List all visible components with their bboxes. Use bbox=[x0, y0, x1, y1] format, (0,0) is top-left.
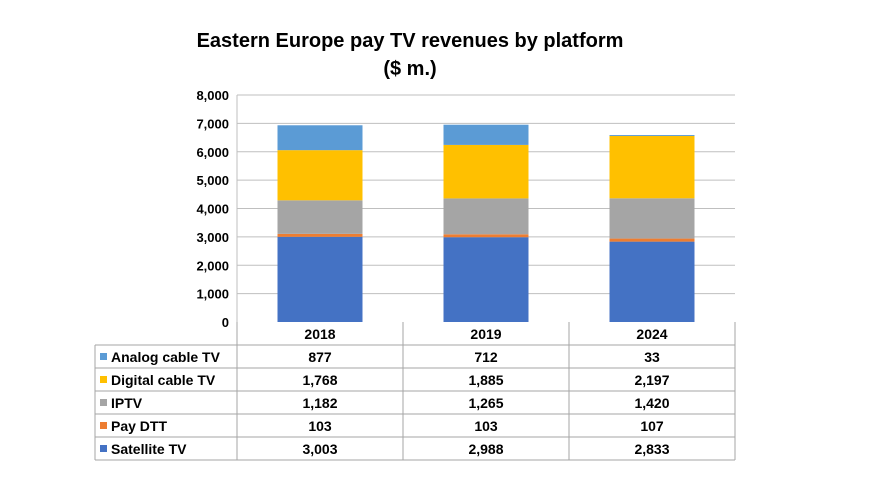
data-label: 1,420 bbox=[634, 395, 669, 411]
y-tick-label: 3,000 bbox=[196, 230, 229, 245]
legend-label: Pay DTT bbox=[111, 418, 167, 434]
bar-segment bbox=[609, 198, 695, 239]
bars bbox=[277, 124, 695, 322]
data-table: 2018 2019 2024 Analog cable TV 877 712 33 Digit… bbox=[94, 322, 736, 461]
bar-segment bbox=[609, 241, 695, 322]
y-tick-label: 7,000 bbox=[196, 116, 229, 131]
data-label: 1,885 bbox=[468, 372, 503, 388]
y-tick-label: 6,000 bbox=[196, 145, 229, 160]
data-label: 103 bbox=[308, 418, 332, 434]
y-tick-label: 8,000 bbox=[196, 88, 229, 103]
legend-label: Analog cable TV bbox=[111, 349, 221, 365]
y-axis-ticks: 0 1,000 2,000 3,000 4,000 5,000 6,000 7,000 8,00… bbox=[196, 88, 229, 330]
bar-segment bbox=[609, 135, 695, 136]
data-label: 107 bbox=[640, 418, 664, 434]
legend-label: Satellite TV bbox=[111, 441, 187, 457]
legend-swatch bbox=[100, 422, 107, 429]
legend-label: Digital cable TV bbox=[111, 372, 216, 388]
y-tick-label: 1,000 bbox=[196, 287, 229, 302]
y-tick-label: 0 bbox=[222, 315, 229, 330]
bar-segment bbox=[609, 135, 695, 199]
legend-swatch bbox=[100, 399, 107, 406]
data-label: 712 bbox=[474, 349, 498, 365]
bar-segment bbox=[443, 234, 529, 238]
y-tick-label: 5,000 bbox=[196, 173, 229, 188]
data-label: 33 bbox=[644, 349, 660, 365]
bar-segment bbox=[443, 237, 529, 322]
legend-swatch bbox=[100, 376, 107, 383]
bar-segment bbox=[277, 233, 363, 237]
legend-swatch bbox=[100, 353, 107, 360]
y-tick-label: 4,000 bbox=[196, 202, 229, 217]
legend-label: IPTV bbox=[111, 395, 143, 411]
category-label: 2019 bbox=[470, 326, 501, 342]
y-tick-label: 2,000 bbox=[196, 258, 229, 273]
chart-subtitle: ($ m.) bbox=[383, 58, 436, 80]
legend-swatch bbox=[100, 445, 107, 452]
bar-segment bbox=[277, 125, 363, 151]
bar-segment bbox=[277, 150, 363, 201]
data-label: 1,768 bbox=[302, 372, 337, 388]
data-label: 2,197 bbox=[634, 372, 669, 388]
bar-segment bbox=[277, 236, 363, 322]
chart-title: Eastern Europe pay TV revenues by platfo… bbox=[197, 30, 624, 52]
bar-segment bbox=[609, 238, 695, 242]
category-label: 2024 bbox=[636, 326, 667, 342]
data-label: 3,003 bbox=[302, 441, 337, 457]
bar-segment bbox=[277, 200, 363, 234]
data-label: 103 bbox=[474, 418, 498, 434]
data-label: 1,265 bbox=[468, 395, 503, 411]
bar-segment bbox=[443, 124, 529, 145]
category-label: 2018 bbox=[304, 326, 335, 342]
bar-segment bbox=[443, 198, 529, 235]
data-label: 877 bbox=[308, 349, 332, 365]
bar-segment bbox=[443, 144, 529, 199]
data-label: 2,833 bbox=[634, 441, 669, 457]
data-label: 1,182 bbox=[302, 395, 337, 411]
data-label: 2,988 bbox=[468, 441, 503, 457]
